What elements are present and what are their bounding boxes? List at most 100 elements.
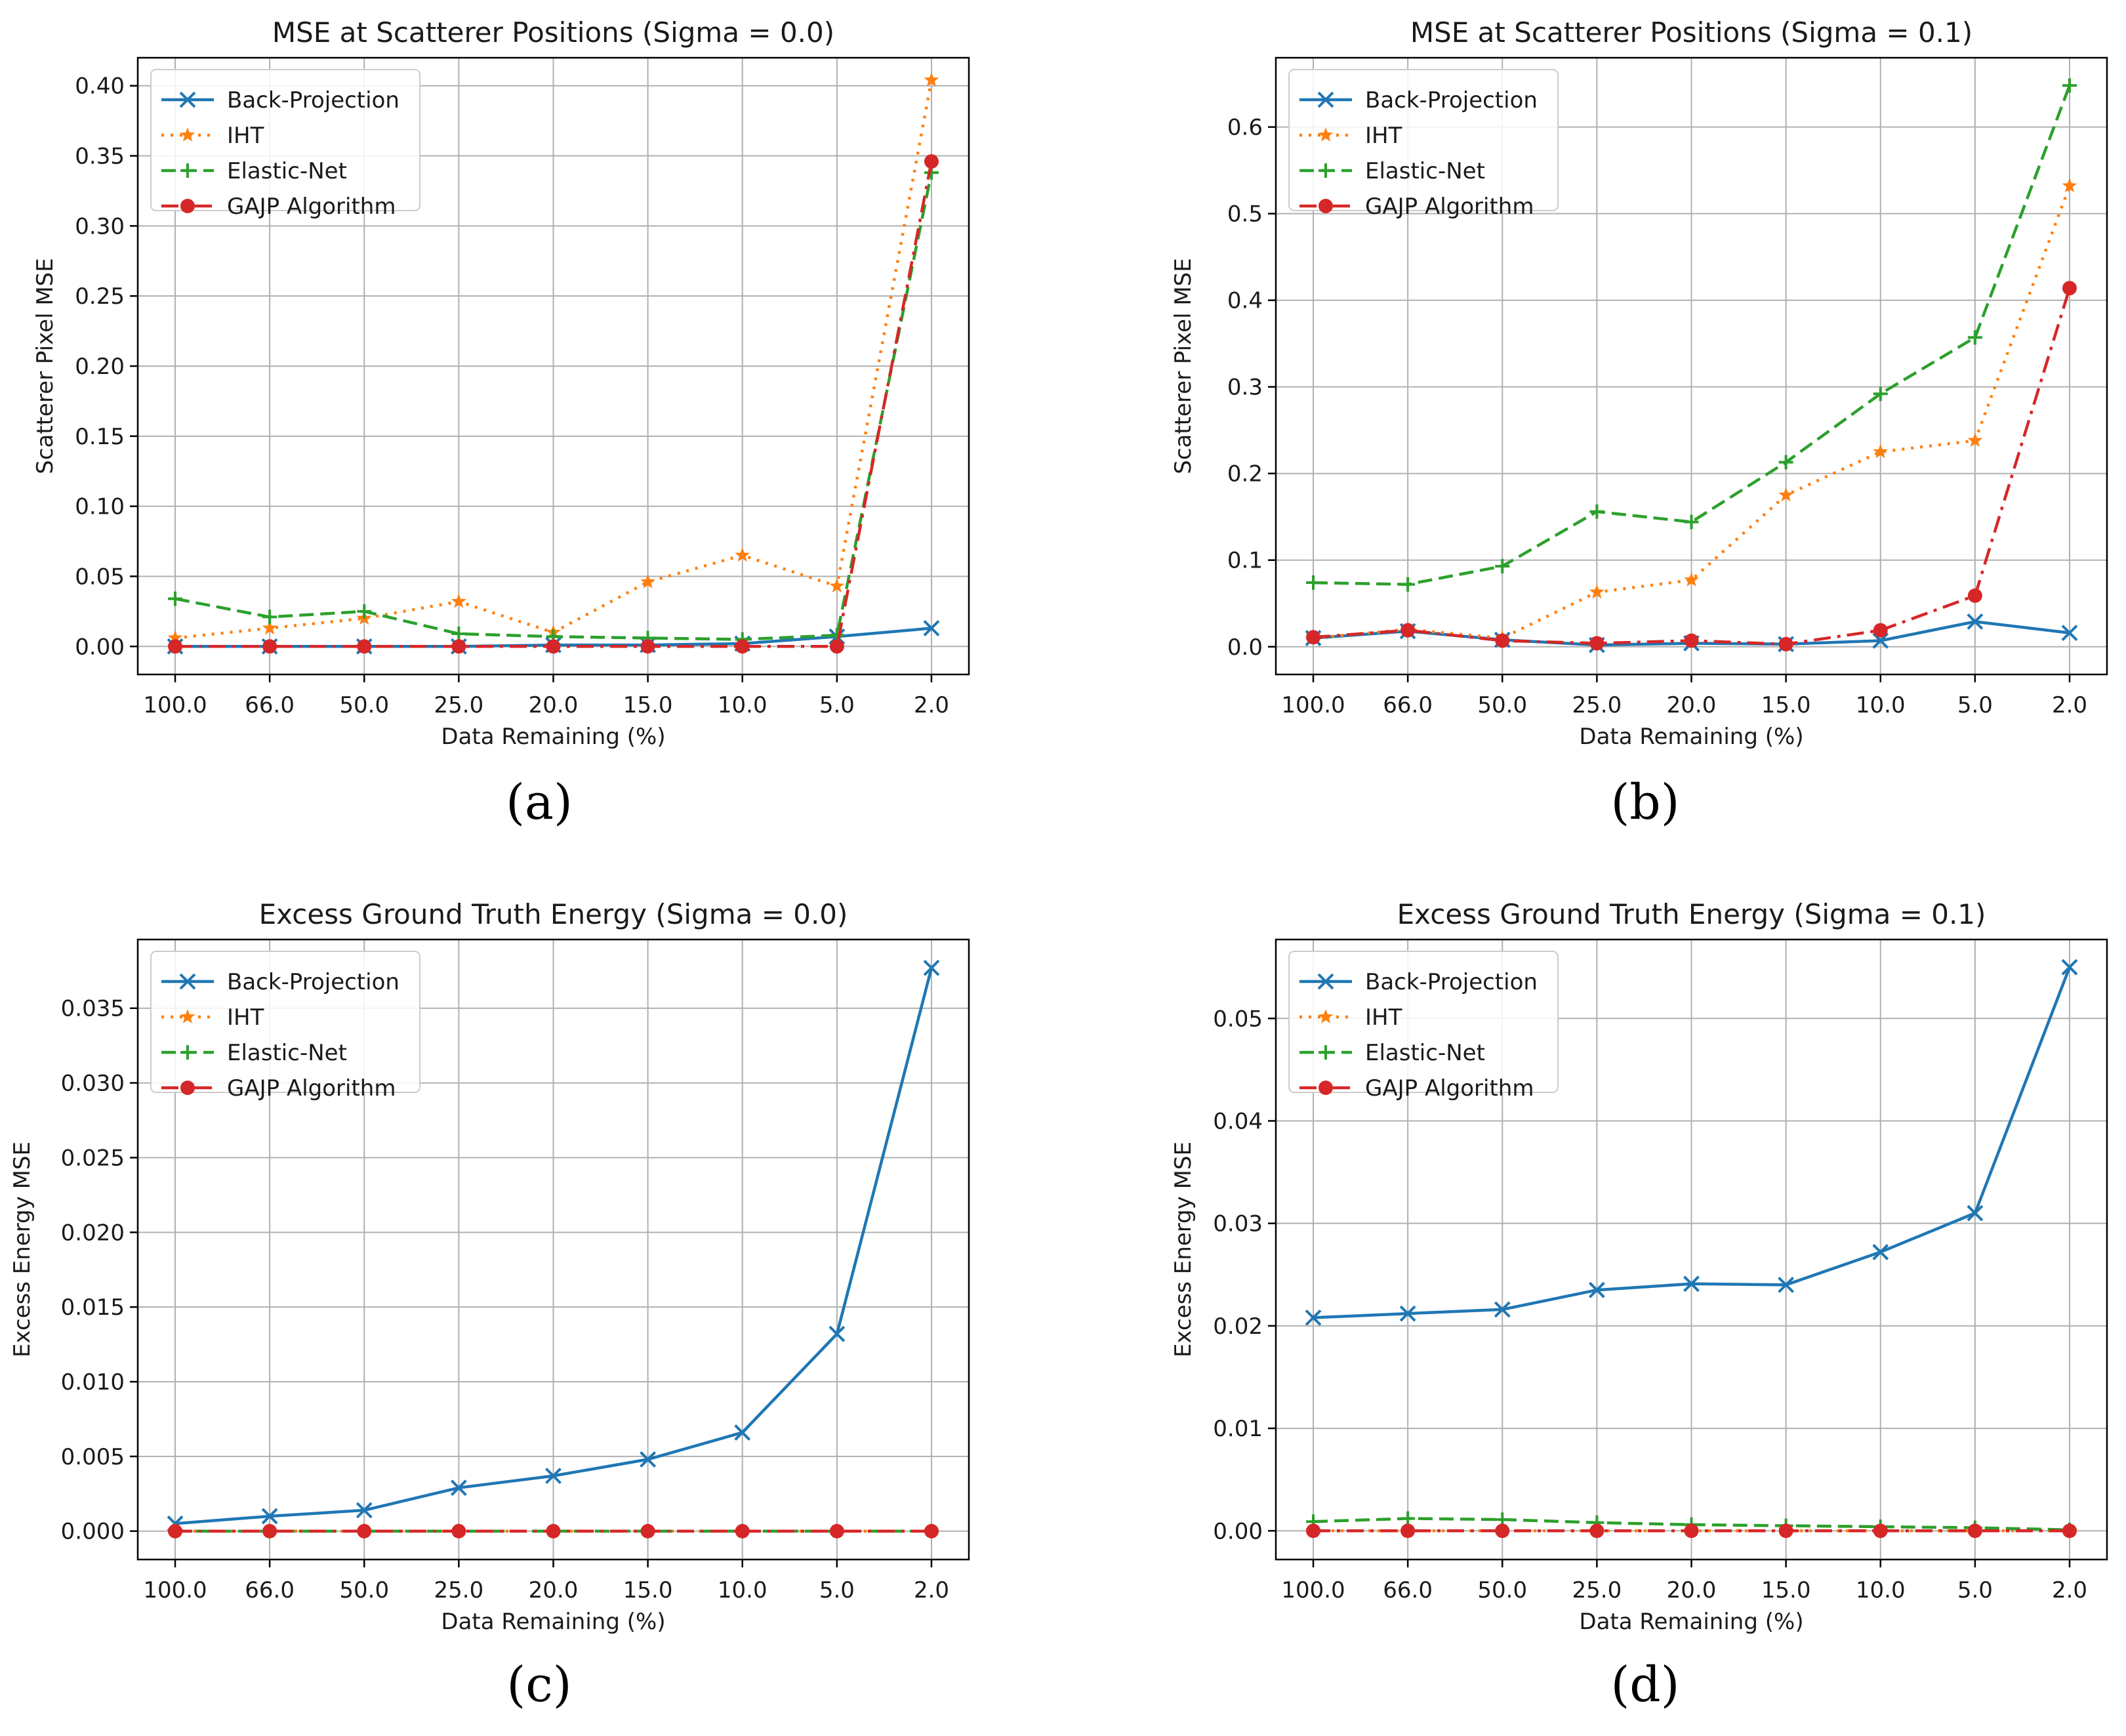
data-point [924,154,939,169]
legend-marker [1318,127,1334,142]
data-point [1400,623,1416,638]
data-point [1684,572,1699,587]
data-point [1306,1523,1321,1539]
x-tick-label: 15.0 [1761,1577,1811,1603]
x-tick-label: 100.0 [1281,1577,1345,1603]
legend-marker [180,1009,195,1023]
data-point [2062,281,2077,296]
y-tick-label: 0.0 [1227,634,1263,661]
y-tick-label: 0.05 [1213,1006,1263,1032]
panel-label: (d) [1610,1657,1680,1713]
data-point [1778,1276,1795,1293]
data-point [1495,558,1510,573]
data-point [1873,386,1888,402]
y-tick-label: 0.25 [75,283,125,310]
x-tick-label: 25.0 [1572,1577,1622,1603]
data-point [545,1468,562,1484]
data-point [1400,577,1416,592]
chart-panel-2: 100.0 66.0 50.0 25.0 20.0 15.0 10.0 5.0 2.0 0.0 0.… [1170,16,2108,750]
data-point [1589,1523,1605,1539]
legend-entry: Back-Projection [227,969,399,995]
y-tick-label: 0.010 [61,1369,125,1395]
x-tick-label: 10.0 [1856,692,1906,718]
y-tick-label: 0.015 [61,1294,125,1321]
x-tick-label: 20.0 [1667,692,1717,718]
legend: Back-Projection IHT Elastic-Net GAJP Algori… [1288,951,1559,1102]
x-tick-label: 15.0 [623,1577,673,1603]
y-tick-label: 0.30 [75,213,125,239]
legend-entry: IHT [227,123,264,149]
x-tick-label: 50.0 [1477,1577,1527,1603]
y-tick-label: 0.4 [1227,288,1263,314]
data-point [1872,1243,1889,1260]
data-point [451,639,466,654]
x-tick-label: 15.0 [1761,692,1811,718]
legend-marker [1318,1009,1334,1023]
x-tick-label: 10.0 [718,692,767,718]
data-point [168,1523,183,1539]
data-point [1305,1309,1322,1326]
chart-title: MSE at Scatterer Positions (Sigma = 0.0) [272,16,834,49]
x-tick-label: 10.0 [718,1577,767,1603]
series-back-projection [1305,959,2078,1326]
data-point [1589,636,1605,651]
series-gajp-algorithm [168,1523,939,1539]
data-point [735,547,750,562]
x-axis-label: Data Remaining (%) [1579,1609,1803,1635]
x-tick-label: 20.0 [1667,1577,1717,1603]
y-tick-label: 0.01 [1213,1416,1263,1442]
legend-entry: GAJP Algorithm [227,1075,396,1102]
data-point [451,593,466,608]
y-tick-label: 0.030 [61,1071,125,1097]
legend-marker [1317,973,1334,990]
x-tick-label: 5.0 [819,692,855,718]
data-point [357,1523,372,1539]
x-tick-label: 25.0 [434,692,484,718]
x-tick-label: 50.0 [339,1577,389,1603]
data-point [828,1325,846,1342]
data-point [1967,588,1982,603]
data-point [640,639,655,654]
y-axis-label: Excess Energy MSE [9,1142,35,1357]
chart-panel-4: 100.0 66.0 50.0 25.0 20.0 15.0 10.0 5.0 2.0 0.00 0… [1170,898,2108,1635]
y-tick-label: 0.6 [1227,115,1263,141]
series-gajp-algorithm [1306,1523,2077,1539]
legend-box [1288,69,1559,211]
legend-entry: Elastic-Net [227,158,347,184]
data-point [356,1502,373,1519]
legend-marker [1319,1081,1333,1095]
legend: Back-Projection IHT Elastic-Net GAJP Algori… [1288,69,1559,220]
series-elastic-net [1306,78,2077,592]
legend-marker [180,1081,195,1095]
y-tick-label: 0.020 [61,1220,125,1246]
data-point [923,959,940,976]
y-tick-label: 0.40 [75,73,125,100]
y-tick-label: 0.00 [75,634,125,660]
y-tick-label: 0.03 [1213,1211,1263,1237]
data-point [357,604,372,619]
x-tick-label: 50.0 [1477,692,1527,718]
panel-label: (b) [1610,774,1680,831]
legend-entry: Elastic-Net [1365,158,1485,184]
data-point [1967,613,1984,630]
data-point [1683,1275,1700,1292]
data-point [1778,1523,1793,1539]
data-point [1873,444,1889,459]
legend-entry: GAJP Algorithm [227,194,396,220]
x-tick-label: 20.0 [529,692,579,718]
data-point [2062,78,2077,93]
x-tick-label: 25.0 [1572,692,1622,718]
data-point [451,627,466,642]
data-point [1872,632,1889,649]
x-tick-label: 100.0 [143,692,207,718]
data-point [1967,1205,1984,1222]
data-point [168,639,183,654]
x-tick-label: 2.0 [914,1577,949,1603]
chart-title: MSE at Scatterer Positions (Sigma = 0.1) [1410,16,1973,49]
y-tick-label: 0.35 [75,144,125,170]
legend-entry: GAJP Algorithm [1365,194,1534,220]
legend-entry: Back-Projection [1365,87,1538,114]
data-point [1399,1305,1416,1322]
legend-entry: Back-Projection [227,87,399,114]
